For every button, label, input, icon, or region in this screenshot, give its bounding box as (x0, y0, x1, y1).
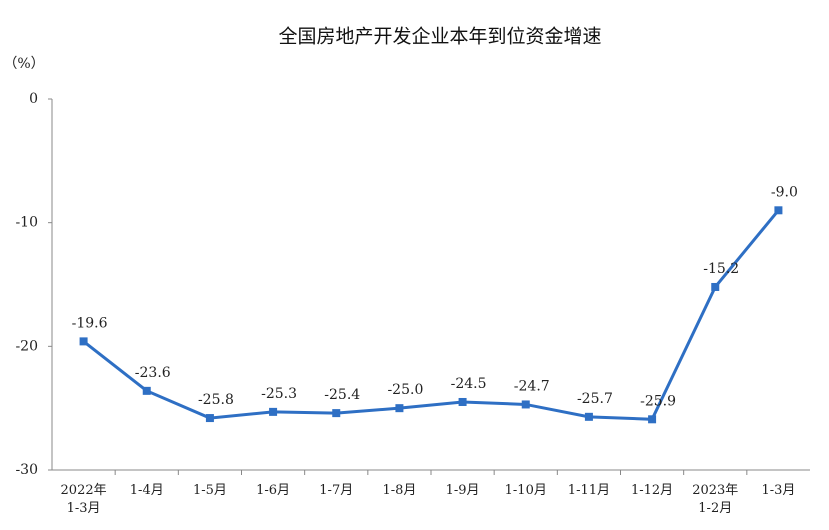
value-label: -25.3 (261, 386, 297, 402)
y-tick-label: -20 (15, 338, 38, 354)
value-label: -24.5 (451, 376, 487, 392)
value-label: -25.0 (387, 382, 423, 398)
x-tick-label: 1-4月 (129, 483, 164, 498)
marker (711, 282, 720, 291)
x-tick-label: 1-5月 (192, 483, 227, 498)
marker (142, 386, 151, 395)
value-label: -15.2 (703, 261, 739, 277)
marker (648, 415, 657, 424)
x-tick-label: 1-12月 (630, 483, 674, 498)
chart-title: 全国房地产开发企业本年到位资金增速 (278, 26, 601, 48)
marker (458, 397, 467, 406)
y-tick-label: -10 (15, 215, 38, 231)
x-tick-label: 1-7月 (319, 483, 354, 498)
marker (269, 407, 278, 416)
marker (205, 414, 214, 423)
marker (584, 412, 593, 421)
x-tick-label: 1-10月 (504, 483, 547, 498)
value-label: -23.6 (135, 365, 171, 381)
y-tick-label: 0 (29, 91, 38, 107)
line (82, 209, 780, 421)
x-tick-label: 2023年 1-2月 (692, 483, 739, 516)
value-label: -25.7 (577, 391, 613, 407)
value-label: -25.9 (640, 393, 676, 409)
value-label: -25.8 (198, 392, 234, 408)
x-tick-label: 1-6月 (256, 483, 291, 498)
value-label: -24.7 (514, 378, 550, 394)
marker (395, 404, 404, 413)
x-tick-label: 2022年 1-3月 (60, 483, 107, 516)
x-tick-label: 1-11月 (567, 483, 611, 498)
value-label: -19.6 (72, 315, 108, 331)
marker (332, 409, 341, 418)
y-unit: （%） (3, 56, 44, 72)
x-tick-label: 1-8月 (382, 483, 417, 498)
x-tick-label: 1-9月 (445, 483, 480, 498)
marker (774, 206, 783, 215)
marker (79, 337, 88, 346)
x-tick-label: 1-3月 (761, 483, 796, 498)
value-label: -25.4 (324, 387, 360, 403)
y-tick-label: -30 (15, 462, 38, 478)
marker (521, 400, 530, 409)
value-label: -9.0 (771, 184, 798, 200)
